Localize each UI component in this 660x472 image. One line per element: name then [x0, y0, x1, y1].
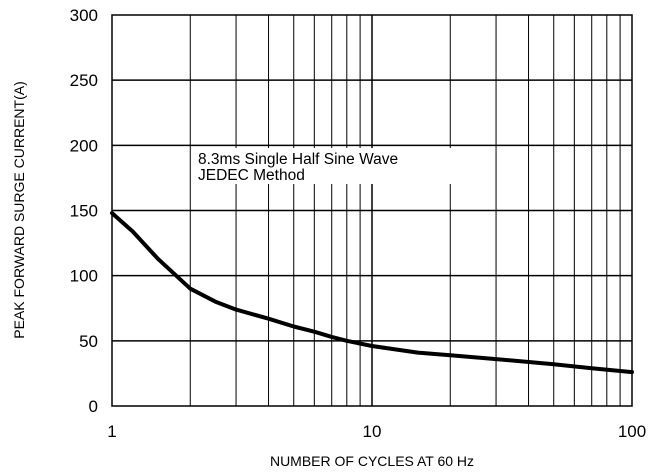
x-tick-label: 1 — [107, 422, 116, 441]
y-tick-label: 0 — [89, 397, 98, 416]
plot-frame — [111, 14, 633, 407]
x-tick-label: 10 — [363, 422, 382, 441]
y-tick-label: 300 — [70, 6, 98, 25]
y-axis-label: PEAK FORWARD SURGE CURRENT(A) — [11, 81, 27, 338]
y-tick-label: 250 — [70, 71, 98, 90]
x-tick-label: 100 — [618, 422, 646, 441]
annotation-line-1: 8.3ms Single Half Sine Wave — [198, 151, 398, 168]
y-tick-label: 200 — [70, 136, 98, 155]
tick-labels: 0 50 100 150 200 250 300 1 10 100 — [70, 6, 647, 441]
annotation-background — [194, 148, 464, 184]
annotation-line-2: JEDEC Method — [198, 167, 305, 184]
y-tick-label: 50 — [79, 332, 98, 351]
y-tick-label: 100 — [70, 267, 98, 286]
y-tick-label: 150 — [70, 202, 98, 221]
x-axis-label: NUMBER OF CYCLES AT 60 Hz — [270, 453, 474, 469]
series-line — [110, 211, 634, 375]
series-curve — [110, 211, 634, 375]
grid — [112, 15, 632, 406]
